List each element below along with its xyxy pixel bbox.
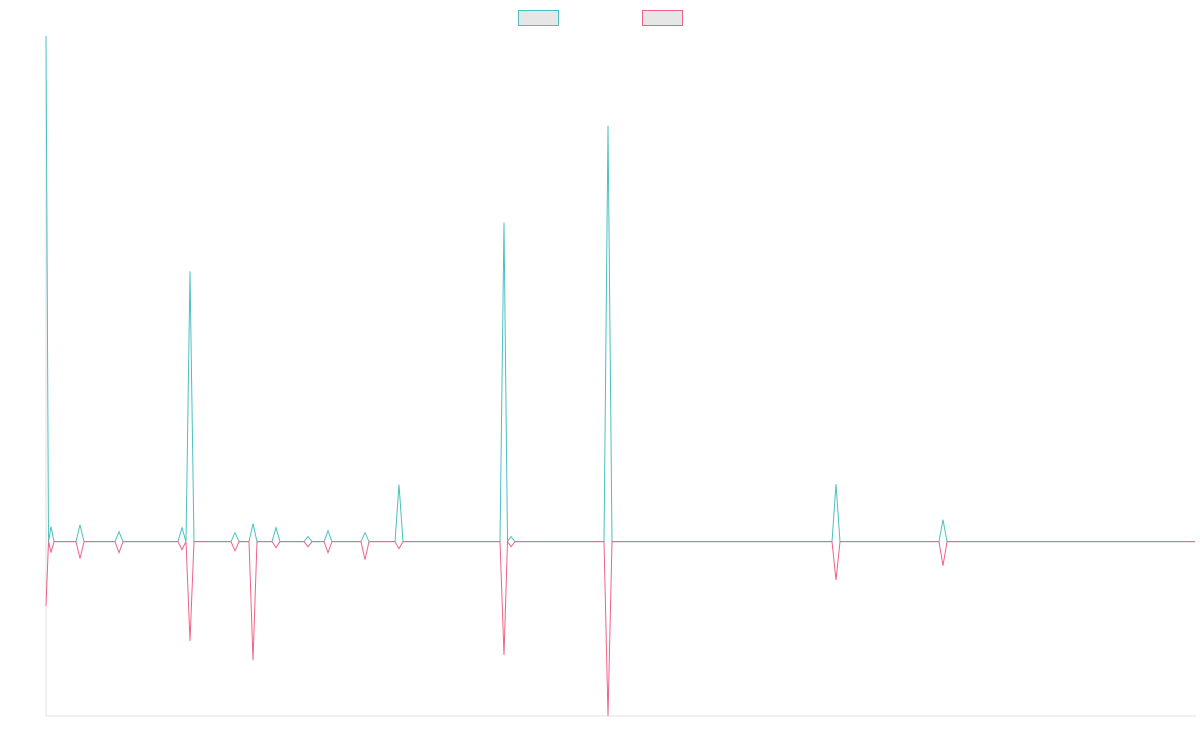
legend-swatch[interactable]	[642, 10, 683, 26]
series-line	[45, 540, 1195, 717]
legend-swatch[interactable]	[518, 10, 559, 26]
series-line	[45, 35, 1195, 544]
